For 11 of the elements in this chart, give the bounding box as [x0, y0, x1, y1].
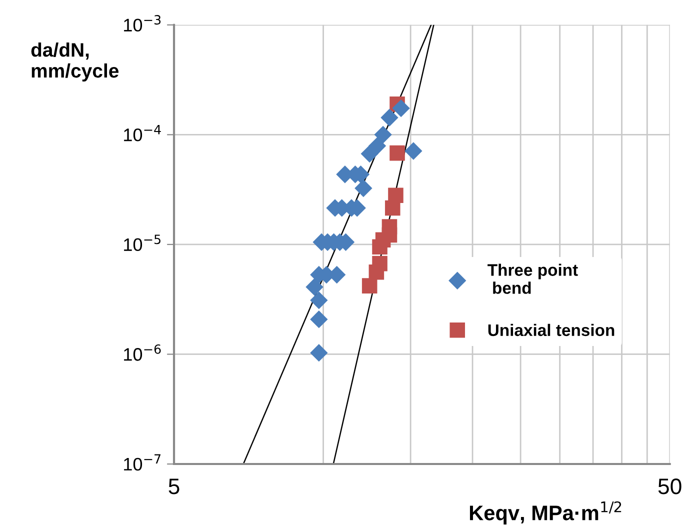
y-tick-label: 10$^{−3}$ [124, 15, 161, 32]
x-tick-label: 50 [658, 478, 682, 494]
y-tick-label: 10$^{−4}$ [124, 124, 161, 142]
x-axis-title: Keqv, MPa·m$^{1/2}$ [470, 501, 622, 524]
y-tick-label: 10$^{−5}$ [124, 234, 160, 252]
y-axis-title: da/dN, mm/cycle [31, 42, 119, 82]
y-tick-label: 10$^{−6}$ [124, 344, 161, 361]
y-tick-label: 10$^{−7}$ [124, 454, 160, 471]
legend-label: Uniaxial tension [488, 324, 614, 336]
legend-label: Three point bend [488, 264, 578, 294]
x-tick-label: 5 [168, 478, 180, 494]
